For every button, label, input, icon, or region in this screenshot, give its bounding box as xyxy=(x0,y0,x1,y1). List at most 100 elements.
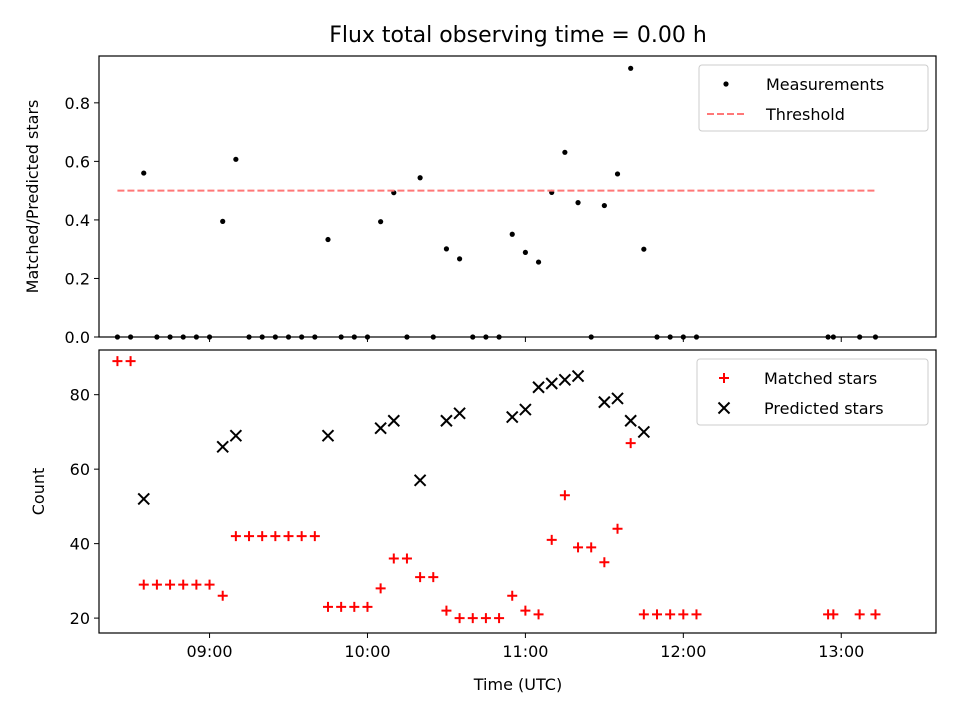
predicted-star-point xyxy=(571,369,585,383)
y-tick-label: 0.2 xyxy=(65,269,90,288)
top-legend: Measurements Threshold xyxy=(698,64,929,132)
legend-box xyxy=(698,64,929,132)
matched-star-point xyxy=(520,605,531,616)
predicted-star-point xyxy=(532,381,545,394)
matched-star-point xyxy=(546,534,557,545)
measurement-point xyxy=(641,246,647,252)
matched-star-point xyxy=(322,601,333,612)
legend-label: Predicted stars xyxy=(764,399,884,418)
matched-star-point xyxy=(678,609,689,620)
matched-star-point xyxy=(138,579,149,590)
x-tick-label: 11:00 xyxy=(502,642,548,661)
matched-star-point xyxy=(480,613,491,624)
matched-star-point xyxy=(401,553,412,564)
matched-star-point xyxy=(362,601,373,612)
x-tick-label: 12:00 xyxy=(660,642,706,661)
measurement-point xyxy=(601,202,607,209)
measurement-point xyxy=(378,219,384,225)
matched-star-point xyxy=(112,356,123,367)
bottom-ticks-layer: 20 40 60 80 09:00 10:00 11:00 12:00 13:00 xyxy=(70,386,865,661)
y-tick-label: 0.6 xyxy=(65,152,90,171)
matched-star-point xyxy=(454,613,465,624)
y-tick-label: 20 xyxy=(70,609,90,628)
top-y-axis-label: Matched/Predicted stars xyxy=(23,100,42,294)
matched-star-point xyxy=(283,531,294,542)
bottom-marks-layer xyxy=(112,356,881,624)
matched-star-point xyxy=(828,609,839,620)
measurement-point xyxy=(614,171,621,177)
predicted-star-point xyxy=(611,392,624,405)
matched-star-point xyxy=(854,609,865,620)
y-tick-label: 0.4 xyxy=(65,211,90,230)
matched-star-point xyxy=(217,590,228,601)
matched-star-point xyxy=(533,609,544,620)
measurement-point xyxy=(417,175,423,181)
matched-star-point xyxy=(494,613,505,624)
matched-star-point xyxy=(599,557,610,568)
matched-star-point xyxy=(204,579,215,590)
predicted-star-point xyxy=(321,429,335,442)
matched-star-point xyxy=(257,531,268,542)
predicted-star-point xyxy=(519,403,532,416)
matched-star-point xyxy=(388,553,399,564)
bottom-axes-frame xyxy=(98,349,937,634)
legend-label: Matched stars xyxy=(764,369,877,388)
predicted-star-point xyxy=(637,425,651,439)
x-tick-label: 10:00 xyxy=(344,642,390,661)
matched-star-point xyxy=(125,356,136,367)
legend-matched-handle xyxy=(719,373,729,383)
legend-measurement-handle xyxy=(723,81,729,87)
predicted-star-point xyxy=(506,410,519,424)
matched-star-point xyxy=(191,579,202,590)
matched-star-point xyxy=(652,609,662,620)
predicted-star-point xyxy=(137,492,150,506)
predicted-star-point xyxy=(216,440,229,454)
matched-star-point xyxy=(309,531,320,542)
measurement-point xyxy=(325,236,331,243)
y-tick-label: 0.8 xyxy=(65,94,90,113)
y-tick-label: 0.0 xyxy=(65,328,90,347)
bottom-y-axis-label: Count xyxy=(29,468,48,516)
x-axis-label: Time (UTC) xyxy=(473,675,562,694)
matched-star-point xyxy=(586,542,597,553)
measurement-point xyxy=(522,249,528,256)
predicted-star-point xyxy=(558,373,572,386)
measurement-point xyxy=(443,246,450,252)
matched-star-point xyxy=(151,579,162,590)
y-tick-label: 40 xyxy=(70,535,90,554)
y-tick-label: 80 xyxy=(70,386,90,405)
matched-star-point xyxy=(625,438,636,449)
matched-star-point xyxy=(270,531,281,542)
y-tick-label: 60 xyxy=(70,460,90,479)
bottom-legend: Matched stars Predicted stars xyxy=(696,358,929,426)
matched-star-point xyxy=(691,609,702,620)
matched-star-point xyxy=(612,523,623,534)
matched-star-point xyxy=(573,542,584,553)
legend-label: Measurements xyxy=(766,75,884,94)
matched-star-point xyxy=(296,531,307,542)
matched-star-point xyxy=(415,572,426,583)
matched-star-point xyxy=(165,579,176,590)
matched-star-point xyxy=(349,601,360,612)
matched-star-point xyxy=(467,613,478,624)
predicted-star-point xyxy=(229,429,243,442)
measurement-point xyxy=(562,149,568,155)
matched-star-point xyxy=(507,590,518,601)
x-tick-label: 09:00 xyxy=(186,642,232,661)
predicted-star-point xyxy=(440,414,453,427)
measurement-point xyxy=(575,200,581,206)
predicted-star-point xyxy=(598,395,611,409)
top-axes: 0.00.20.40.60.8 Matched/Predicted stars … xyxy=(23,55,937,347)
predicted-star-point xyxy=(624,414,637,427)
legend-box xyxy=(696,358,929,426)
legend-label: Threshold xyxy=(765,105,845,124)
legend-predicted-handle xyxy=(717,401,731,415)
matched-star-point xyxy=(230,531,241,542)
x-tick-label: 13:00 xyxy=(818,642,864,661)
matched-star-point xyxy=(244,531,255,542)
measurement-point xyxy=(535,259,542,265)
measurement-point xyxy=(220,218,226,224)
matched-star-point xyxy=(559,490,570,501)
